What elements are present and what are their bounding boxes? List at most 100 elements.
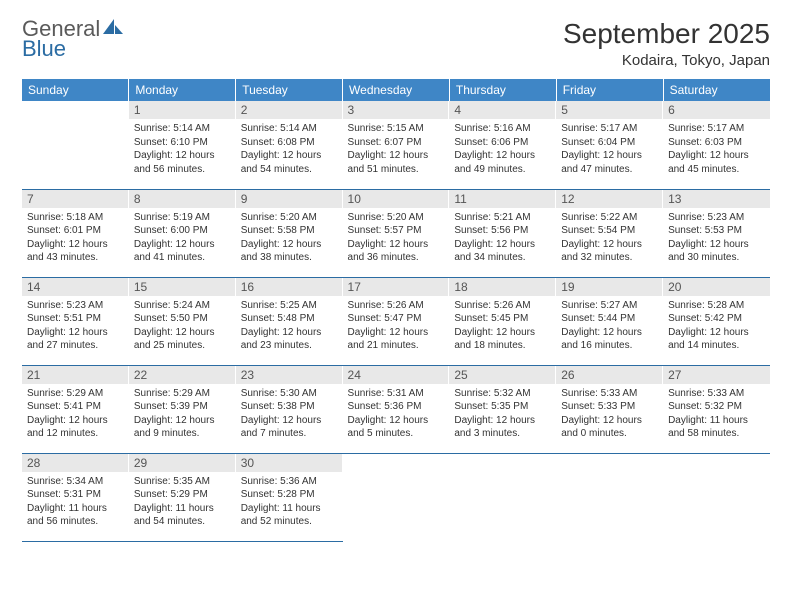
day-number: 1 (129, 101, 236, 119)
calendar-day: 5Sunrise: 5:17 AMSunset: 6:04 PMDaylight… (556, 101, 663, 189)
day-details: Sunrise: 5:29 AMSunset: 5:39 PMDaylight:… (129, 384, 236, 445)
day-details: Sunrise: 5:22 AMSunset: 5:54 PMDaylight:… (556, 208, 663, 269)
day-details: Sunrise: 5:29 AMSunset: 5:41 PMDaylight:… (22, 384, 129, 445)
weekday-header: Saturday (663, 79, 770, 101)
day-details: Sunrise: 5:26 AMSunset: 5:45 PMDaylight:… (449, 296, 556, 357)
day-number: 27 (663, 366, 770, 384)
day-details: Sunrise: 5:36 AMSunset: 5:28 PMDaylight:… (236, 472, 343, 533)
day-details: Sunrise: 5:14 AMSunset: 6:08 PMDaylight:… (236, 119, 343, 180)
day-details: Sunrise: 5:23 AMSunset: 5:51 PMDaylight:… (22, 296, 129, 357)
day-details: Sunrise: 5:20 AMSunset: 5:58 PMDaylight:… (236, 208, 343, 269)
calendar-day: 27Sunrise: 5:33 AMSunset: 5:32 PMDayligh… (663, 365, 770, 453)
calendar-day: 18Sunrise: 5:26 AMSunset: 5:45 PMDayligh… (449, 277, 556, 365)
calendar-day: 7Sunrise: 5:18 AMSunset: 6:01 PMDaylight… (22, 189, 129, 277)
day-number: 11 (449, 190, 556, 208)
day-number: 15 (129, 278, 236, 296)
calendar-day: 6Sunrise: 5:17 AMSunset: 6:03 PMDaylight… (663, 101, 770, 189)
day-number: 5 (556, 101, 663, 119)
day-number: 7 (22, 190, 129, 208)
weekday-header: Wednesday (343, 79, 450, 101)
calendar-empty (22, 101, 129, 189)
day-number: 8 (129, 190, 236, 208)
day-number: 29 (129, 454, 236, 472)
calendar-day: 28Sunrise: 5:34 AMSunset: 5:31 PMDayligh… (22, 453, 129, 541)
day-details: Sunrise: 5:16 AMSunset: 6:06 PMDaylight:… (449, 119, 556, 180)
calendar-day: 26Sunrise: 5:33 AMSunset: 5:33 PMDayligh… (556, 365, 663, 453)
day-number: 28 (22, 454, 129, 472)
day-details: Sunrise: 5:15 AMSunset: 6:07 PMDaylight:… (343, 119, 450, 180)
day-number: 2 (236, 101, 343, 119)
weekday-header: Monday (129, 79, 236, 101)
day-number: 24 (343, 366, 450, 384)
calendar-day: 29Sunrise: 5:35 AMSunset: 5:29 PMDayligh… (129, 453, 236, 541)
calendar-day: 15Sunrise: 5:24 AMSunset: 5:50 PMDayligh… (129, 277, 236, 365)
calendar-row: 1Sunrise: 5:14 AMSunset: 6:10 PMDaylight… (22, 101, 770, 189)
calendar-row: 21Sunrise: 5:29 AMSunset: 5:41 PMDayligh… (22, 365, 770, 453)
day-details: Sunrise: 5:14 AMSunset: 6:10 PMDaylight:… (129, 119, 236, 180)
calendar-day: 20Sunrise: 5:28 AMSunset: 5:42 PMDayligh… (663, 277, 770, 365)
calendar-day: 3Sunrise: 5:15 AMSunset: 6:07 PMDaylight… (343, 101, 450, 189)
weekday-header-row: SundayMondayTuesdayWednesdayThursdayFrid… (22, 79, 770, 101)
calendar-day: 24Sunrise: 5:31 AMSunset: 5:36 PMDayligh… (343, 365, 450, 453)
day-details: Sunrise: 5:23 AMSunset: 5:53 PMDaylight:… (663, 208, 770, 269)
day-number: 6 (663, 101, 770, 119)
calendar-day: 1Sunrise: 5:14 AMSunset: 6:10 PMDaylight… (129, 101, 236, 189)
calendar-day: 19Sunrise: 5:27 AMSunset: 5:44 PMDayligh… (556, 277, 663, 365)
day-details: Sunrise: 5:28 AMSunset: 5:42 PMDaylight:… (663, 296, 770, 357)
day-number: 22 (129, 366, 236, 384)
day-details: Sunrise: 5:27 AMSunset: 5:44 PMDaylight:… (556, 296, 663, 357)
calendar-day: 10Sunrise: 5:20 AMSunset: 5:57 PMDayligh… (343, 189, 450, 277)
day-number: 12 (556, 190, 663, 208)
month-title: September 2025 (563, 18, 770, 50)
day-number: 30 (236, 454, 343, 472)
day-number: 20 (663, 278, 770, 296)
calendar-day: 16Sunrise: 5:25 AMSunset: 5:48 PMDayligh… (236, 277, 343, 365)
logo-sail-icon (101, 18, 125, 40)
day-details: Sunrise: 5:30 AMSunset: 5:38 PMDaylight:… (236, 384, 343, 445)
day-details: Sunrise: 5:25 AMSunset: 5:48 PMDaylight:… (236, 296, 343, 357)
weekday-header: Thursday (449, 79, 556, 101)
day-number: 19 (556, 278, 663, 296)
day-number: 9 (236, 190, 343, 208)
day-details: Sunrise: 5:17 AMSunset: 6:03 PMDaylight:… (663, 119, 770, 180)
day-number: 4 (449, 101, 556, 119)
day-details: Sunrise: 5:18 AMSunset: 6:01 PMDaylight:… (22, 208, 129, 269)
day-details: Sunrise: 5:26 AMSunset: 5:47 PMDaylight:… (343, 296, 450, 357)
calendar-row: 7Sunrise: 5:18 AMSunset: 6:01 PMDaylight… (22, 189, 770, 277)
day-details: Sunrise: 5:24 AMSunset: 5:50 PMDaylight:… (129, 296, 236, 357)
header: GeneralBlue September 2025 Kodaira, Toky… (22, 18, 770, 69)
calendar-day: 17Sunrise: 5:26 AMSunset: 5:47 PMDayligh… (343, 277, 450, 365)
calendar-day: 23Sunrise: 5:30 AMSunset: 5:38 PMDayligh… (236, 365, 343, 453)
day-details: Sunrise: 5:31 AMSunset: 5:36 PMDaylight:… (343, 384, 450, 445)
title-block: September 2025 Kodaira, Tokyo, Japan (563, 18, 770, 69)
calendar-day: 13Sunrise: 5:23 AMSunset: 5:53 PMDayligh… (663, 189, 770, 277)
calendar-day: 8Sunrise: 5:19 AMSunset: 6:00 PMDaylight… (129, 189, 236, 277)
day-number: 18 (449, 278, 556, 296)
calendar-empty (343, 453, 450, 541)
day-details: Sunrise: 5:20 AMSunset: 5:57 PMDaylight:… (343, 208, 450, 269)
calendar-day: 9Sunrise: 5:20 AMSunset: 5:58 PMDaylight… (236, 189, 343, 277)
day-details: Sunrise: 5:34 AMSunset: 5:31 PMDaylight:… (22, 472, 129, 533)
day-details: Sunrise: 5:21 AMSunset: 5:56 PMDaylight:… (449, 208, 556, 269)
day-details: Sunrise: 5:19 AMSunset: 6:00 PMDaylight:… (129, 208, 236, 269)
calendar-empty (556, 453, 663, 541)
calendar-day: 12Sunrise: 5:22 AMSunset: 5:54 PMDayligh… (556, 189, 663, 277)
day-details: Sunrise: 5:17 AMSunset: 6:04 PMDaylight:… (556, 119, 663, 180)
calendar-day: 4Sunrise: 5:16 AMSunset: 6:06 PMDaylight… (449, 101, 556, 189)
weekday-header: Tuesday (236, 79, 343, 101)
calendar-row: 28Sunrise: 5:34 AMSunset: 5:31 PMDayligh… (22, 453, 770, 541)
calendar-day: 11Sunrise: 5:21 AMSunset: 5:56 PMDayligh… (449, 189, 556, 277)
day-details: Sunrise: 5:32 AMSunset: 5:35 PMDaylight:… (449, 384, 556, 445)
calendar-day: 30Sunrise: 5:36 AMSunset: 5:28 PMDayligh… (236, 453, 343, 541)
calendar-day: 21Sunrise: 5:29 AMSunset: 5:41 PMDayligh… (22, 365, 129, 453)
calendar-body: 1Sunrise: 5:14 AMSunset: 6:10 PMDaylight… (22, 101, 770, 541)
day-details: Sunrise: 5:33 AMSunset: 5:33 PMDaylight:… (556, 384, 663, 445)
calendar-empty (663, 453, 770, 541)
calendar-day: 22Sunrise: 5:29 AMSunset: 5:39 PMDayligh… (129, 365, 236, 453)
calendar-day: 14Sunrise: 5:23 AMSunset: 5:51 PMDayligh… (22, 277, 129, 365)
calendar-day: 2Sunrise: 5:14 AMSunset: 6:08 PMDaylight… (236, 101, 343, 189)
calendar-row: 14Sunrise: 5:23 AMSunset: 5:51 PMDayligh… (22, 277, 770, 365)
logo: GeneralBlue (22, 18, 125, 60)
calendar-table: SundayMondayTuesdayWednesdayThursdayFrid… (22, 79, 770, 542)
calendar-day: 25Sunrise: 5:32 AMSunset: 5:35 PMDayligh… (449, 365, 556, 453)
